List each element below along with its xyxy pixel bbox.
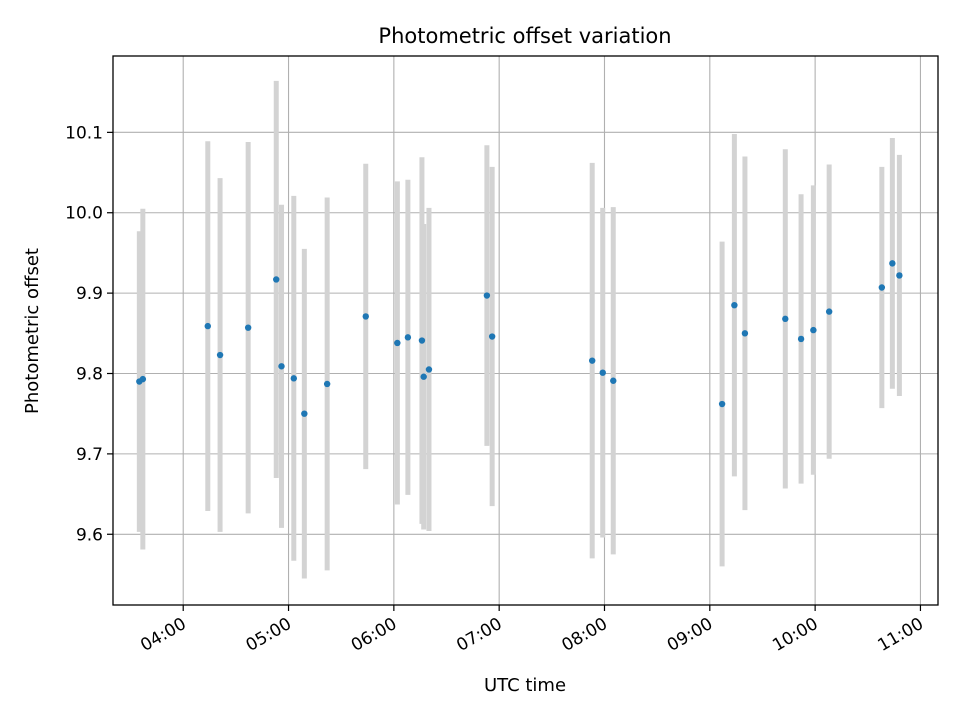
- data-point: [896, 272, 903, 279]
- y-tick-label: 9.6: [76, 525, 103, 545]
- data-point: [139, 375, 147, 383]
- data-point: [418, 337, 426, 344]
- data-point: [810, 326, 817, 334]
- data-point: [878, 284, 886, 291]
- data-point: [394, 339, 401, 347]
- data-point: [741, 330, 749, 337]
- y-tick-label: 9.9: [76, 284, 103, 304]
- data-point: [362, 313, 369, 320]
- data-point: [204, 322, 211, 330]
- data-point: [425, 366, 433, 373]
- data-point: [825, 308, 833, 315]
- data-point: [889, 260, 896, 267]
- data-point: [420, 373, 427, 380]
- data-point: [488, 333, 496, 340]
- data-point: [589, 357, 596, 364]
- data-point: [483, 292, 491, 299]
- data-point: [610, 377, 617, 384]
- data-point: [599, 369, 606, 376]
- data-point: [301, 410, 308, 417]
- data-point: [323, 380, 331, 388]
- y-tick-label: 9.8: [76, 365, 103, 385]
- y-tick-label: 10.0: [65, 204, 103, 224]
- y-axis-label: Photometric offset: [22, 248, 43, 414]
- x-axis-label: UTC time: [484, 675, 566, 696]
- y-tick-label: 10.1: [65, 123, 103, 143]
- plot-frame: [112, 55, 939, 606]
- y-tick-label: 9.7: [76, 445, 103, 465]
- data-point: [278, 363, 285, 370]
- data-point: [782, 315, 789, 323]
- data-point: [244, 324, 252, 331]
- data-point: [718, 400, 726, 408]
- data-point: [216, 351, 224, 359]
- chart-title: Photometric offset variation: [378, 24, 671, 48]
- data-point: [404, 334, 412, 341]
- data-point: [290, 375, 297, 382]
- point-layer: [136, 260, 903, 417]
- data-point: [731, 301, 738, 309]
- data-point: [273, 276, 280, 283]
- data-point: [797, 335, 805, 343]
